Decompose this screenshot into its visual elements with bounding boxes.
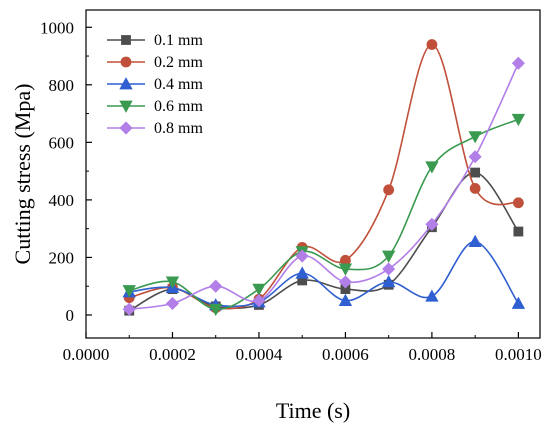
series-0_1-mm <box>124 167 524 316</box>
data-point <box>295 249 309 263</box>
legend-label: 0.8 mm <box>154 120 203 137</box>
data-point <box>209 303 223 317</box>
legend-label: 0.6 mm <box>154 98 203 115</box>
data-point <box>513 226 524 237</box>
x-axis-title: Time (s) <box>276 398 350 423</box>
data-point <box>469 182 481 194</box>
legend-item: 0.6 mm <box>107 98 203 115</box>
data-point <box>338 293 353 306</box>
data-point <box>426 39 438 50</box>
legend-marker <box>119 100 133 113</box>
legend-marker <box>120 56 132 68</box>
data-point <box>511 296 526 309</box>
series-0_8-mm <box>122 56 525 316</box>
x-axis: 0.0000 0.0002 0.0004 0.0006 0.0008 0.0010 <box>63 332 542 364</box>
data-point <box>383 184 395 196</box>
legend-item: 0.1 mm <box>107 32 203 49</box>
data-point <box>122 285 136 298</box>
series-line <box>129 118 519 311</box>
data-point <box>381 250 396 263</box>
x-tick-label: 0.0002 <box>149 345 196 364</box>
series-line <box>129 240 520 308</box>
data-point <box>468 131 482 144</box>
data-point <box>338 263 353 276</box>
legend-marker <box>119 121 133 135</box>
legend-item: 0.2 mm <box>107 54 203 71</box>
legend-label: 0.1 mm <box>154 32 203 49</box>
legend-label: 0.4 mm <box>154 76 203 93</box>
data-point <box>382 262 396 276</box>
series-layer <box>122 39 526 317</box>
data-point <box>209 279 223 293</box>
data-point <box>468 150 482 164</box>
y-axis: 0 200 400 600 800 1000 <box>40 18 92 325</box>
y-tick-label: 200 <box>49 248 75 267</box>
x-tick-label: 0.0010 <box>495 345 542 364</box>
data-point <box>511 56 525 70</box>
x-tick-label: 0.0004 <box>236 345 283 364</box>
y-tick-label: 400 <box>49 191 75 210</box>
data-point <box>468 234 482 248</box>
x-tick-label: 0.0006 <box>322 345 369 364</box>
series-0_6-mm <box>122 113 526 317</box>
data-point <box>425 217 439 231</box>
plot-frame <box>85 9 541 339</box>
data-point <box>470 167 481 178</box>
x-tick-label: 0.0008 <box>409 345 456 364</box>
data-point <box>425 289 439 302</box>
legend-label: 0.2 mm <box>154 54 203 71</box>
y-tick-label: 0 <box>66 306 75 325</box>
data-point <box>425 161 439 174</box>
data-point <box>511 113 526 127</box>
data-point <box>295 266 309 279</box>
y-tick-label: 800 <box>49 76 75 95</box>
data-point <box>252 283 266 296</box>
data-point <box>338 275 352 289</box>
series-line <box>129 62 520 311</box>
data-point <box>165 276 180 289</box>
x-tick-label: 0.0000 <box>63 345 110 364</box>
y-tick-label: 1000 <box>40 18 74 37</box>
data-point <box>165 296 180 311</box>
legend-item: 0.4 mm <box>107 76 203 93</box>
data-point <box>252 294 266 308</box>
legend-marker <box>121 35 131 45</box>
y-tick-label: 600 <box>49 133 75 152</box>
data-point <box>122 302 136 316</box>
legend-marker <box>119 77 133 90</box>
legend-item: 0.8 mm <box>107 120 203 137</box>
data-point <box>381 275 396 288</box>
legend: 0.1 mm 0.2 mm 0.4 mm 0.6 mm 0.8 mm <box>107 32 203 137</box>
data-point <box>512 197 524 209</box>
y-axis-title: Cutting stress (Mpa) <box>10 84 35 265</box>
